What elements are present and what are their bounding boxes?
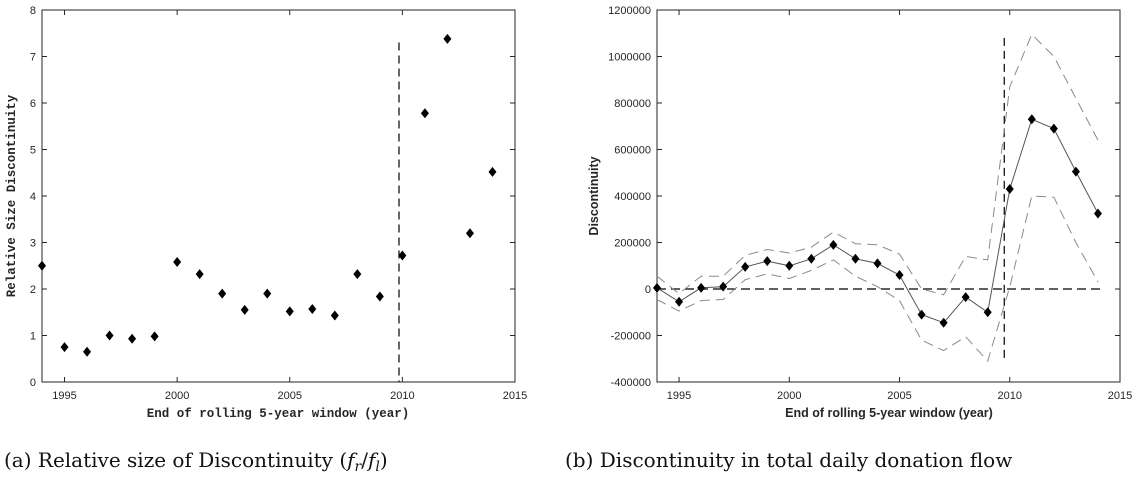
panel-b-y-tick-label: 0 — [645, 284, 651, 296]
panel-b-data-point — [741, 261, 750, 272]
panel-a-x-tick-label: 2005 — [278, 390, 302, 402]
panel-a-x-tick-label: 2010 — [390, 390, 414, 402]
panel-b-y-tick-label: -400000 — [611, 377, 651, 389]
panel-a-caption: (a) Relative size of Discontinuity (fr/f… — [4, 448, 388, 475]
panel-b-x-ticks: 1995 2000 2005 2010 2015 — [667, 10, 1132, 402]
panel-a-data-point — [375, 291, 384, 302]
panel-a-x-tick-label: 2015 — [503, 390, 527, 402]
panel-a-x-tick-label: 1995 — [52, 390, 76, 402]
panel-a-data-point — [488, 166, 497, 177]
panel-b-data-point — [939, 317, 948, 328]
panel-b-x-tick-label: 1995 — [667, 390, 691, 402]
panel-b-y-tick-label: 800000 — [614, 98, 651, 110]
panel-b-data-point — [895, 270, 904, 281]
panel-b-y-tick-label: 600000 — [614, 145, 651, 157]
panel-b-markers — [653, 114, 1102, 328]
panel-b-data-point — [785, 260, 794, 271]
panel-b-axes-frame — [656, 9, 1121, 383]
panel-b-x-label: End of rolling 5-year window (year) — [785, 406, 993, 420]
panel-a-data-point — [128, 333, 137, 344]
panel-a-data-point — [195, 269, 204, 280]
panel-b-x-tick-label: 2000 — [777, 390, 801, 402]
panel-b-data-point — [1049, 123, 1058, 134]
panel-a-y-tick-label: 7 — [30, 52, 36, 64]
panel-a-y-tick-label: 0 — [30, 377, 36, 389]
panel-a-data-point — [353, 269, 362, 280]
panel-a-data-point — [330, 310, 339, 321]
panel-a-data-point — [398, 250, 407, 261]
panel-b-upper-line — [656, 33, 1099, 296]
panel-b-y-label: Discontinuity — [587, 156, 601, 235]
panel-b-data-point — [1071, 166, 1080, 177]
panel-b-data-point — [675, 296, 684, 307]
panel-b-data-point — [1005, 184, 1014, 195]
panel-b-y-tick-label: 1000000 — [608, 52, 651, 64]
panel-a-data-point — [105, 330, 114, 341]
panel-b-data-point — [983, 307, 992, 318]
panel-a-data-point — [83, 346, 92, 357]
panel-a-x-ticks: 1995 2000 2005 2010 2015 — [52, 10, 527, 402]
panel-a-data-point — [443, 33, 452, 44]
panel-a-x-tick-label: 2000 — [165, 390, 189, 402]
panel-a-markers — [38, 33, 497, 357]
panel-b-series — [656, 33, 1099, 363]
panel-a-data-point — [420, 108, 429, 119]
panel-b-y-tick-label: -200000 — [611, 331, 651, 343]
panel-a-y-tick-label: 2 — [30, 284, 36, 296]
panel-a-x-label: End of rolling 5-year window (year) — [147, 407, 410, 421]
panel-b-data-point — [917, 309, 926, 320]
panel-b-y-ticks: -400000 -200000 0 200000 400000 600000 800000 1… — [608, 5, 1120, 389]
panel-a-data-point — [38, 260, 46, 271]
panel-b-caption: (b) Discontinuity in total daily donatio… — [565, 448, 1012, 472]
panel-a-y-label: Relative Size Discontinuity — [5, 94, 19, 297]
panel-b-x-tick-label: 2010 — [998, 390, 1022, 402]
panel-a-y-tick-label: 5 — [30, 145, 36, 157]
panel-a-data-point — [218, 288, 227, 299]
panel-b-data-point — [1027, 114, 1036, 125]
panel-a-relative-size: 0 1 2 3 4 5 6 7 8 1995 2000 2005 2010 2015 Relative … — [4, 5, 527, 475]
panel-b-data-point — [961, 292, 970, 303]
panel-b-data-point — [697, 282, 706, 293]
panel-a-data-point — [465, 228, 474, 239]
panel-b-data-point — [851, 253, 860, 264]
panel-b-lower-line — [656, 195, 1099, 363]
panel-a-data-point — [60, 342, 69, 353]
panel-a-data-point — [240, 304, 249, 315]
panel-a-axes-frame — [41, 9, 516, 383]
panel-a-data-point — [308, 303, 317, 314]
panel-b-data-point — [1093, 208, 1102, 219]
panel-b-y-tick-label: 400000 — [614, 191, 651, 203]
panel-a-data-point — [150, 331, 159, 342]
panel-a-data-point — [285, 306, 294, 317]
panel-b-data-point — [873, 258, 882, 269]
panel-a-y-tick-label: 6 — [30, 98, 36, 110]
panel-a-data-point — [173, 257, 182, 268]
panel-b-data-point — [807, 253, 816, 264]
panel-b-data-point — [829, 239, 838, 250]
panel-b-data-point — [763, 256, 772, 267]
panel-b-x-tick-label: 2005 — [887, 390, 911, 402]
panel-b-data-point — [653, 282, 661, 293]
panel-a-y-tick-label: 4 — [30, 191, 36, 203]
panel-a-y-tick-label: 1 — [30, 331, 36, 343]
panel-a-y-tick-label: 3 — [30, 238, 36, 250]
panel-b-y-tick-label: 1200000 — [608, 5, 651, 17]
panel-b-estimate-line — [656, 118, 1099, 324]
panel-b-x-tick-label: 2015 — [1108, 390, 1132, 402]
panel-b-discontinuity: -400000 -200000 0 200000 400000 600000 800000 1… — [565, 5, 1132, 472]
panel-a-y-ticks: 0 1 2 3 4 5 6 7 8 — [30, 5, 515, 389]
panel-b-y-tick-label: 200000 — [614, 238, 651, 250]
panel-a-data-point — [263, 288, 272, 299]
panel-b-data-point — [719, 281, 728, 292]
panel-a-y-tick-label: 8 — [30, 5, 36, 17]
